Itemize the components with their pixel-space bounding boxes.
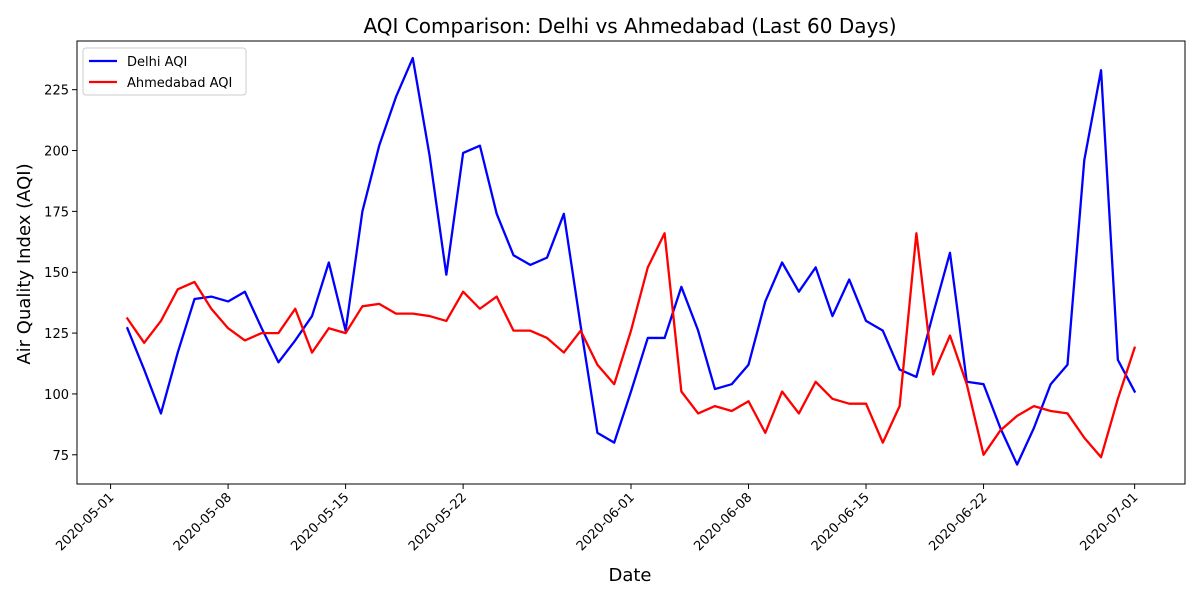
x-tick-label: 2020-06-22 — [926, 490, 990, 554]
x-axis-label: Date — [608, 565, 651, 586]
y-tick-label: 75 — [52, 449, 69, 464]
y-axis-label: Air Quality Index (AQI) — [14, 163, 35, 364]
chart-title: AQI Comparison: Delhi vs Ahmedabad (Last… — [363, 14, 896, 38]
y-tick-label: 100 — [44, 388, 69, 403]
plot-frame — [76, 40, 1186, 485]
y-tick-label: 175 — [44, 205, 69, 220]
y-tick-label: 150 — [44, 266, 69, 281]
legend: Delhi AQI Ahmedabad AQI — [82, 47, 247, 96]
x-tick-label: 2020-05-08 — [171, 490, 235, 554]
x-tick-label: 2020-06-15 — [809, 490, 873, 554]
x-tick-label: 2020-05-01 — [53, 490, 117, 554]
y-tick-label: 225 — [44, 84, 69, 99]
y-axis: 75 100 125 150 175 200 225 — [44, 84, 77, 464]
legend-label: Delhi AQI — [127, 55, 187, 70]
legend-box — [82, 47, 247, 96]
legend-label: Ahmedabad AQI — [127, 76, 232, 91]
x-tick-label: 2020-05-22 — [406, 490, 470, 554]
plot-area — [76, 40, 1186, 485]
x-tick-label: 2020-06-08 — [691, 490, 755, 554]
x-axis: 2020-05-01 2020-05-08 2020-05-15 2020-05-22… — [53, 484, 1141, 554]
x-tick-label: 2020-07-01 — [1077, 490, 1141, 554]
series-line-ahmedabad-aqi — [125, 232, 1137, 459]
x-tick-label: 2020-05-15 — [288, 490, 352, 554]
y-tick-label: 200 — [44, 145, 69, 160]
y-tick-label: 125 — [44, 327, 69, 342]
series-line-delhi-aqi — [125, 56, 1137, 466]
x-tick-label: 2020-06-01 — [574, 490, 638, 554]
series-layer — [125, 56, 1137, 466]
